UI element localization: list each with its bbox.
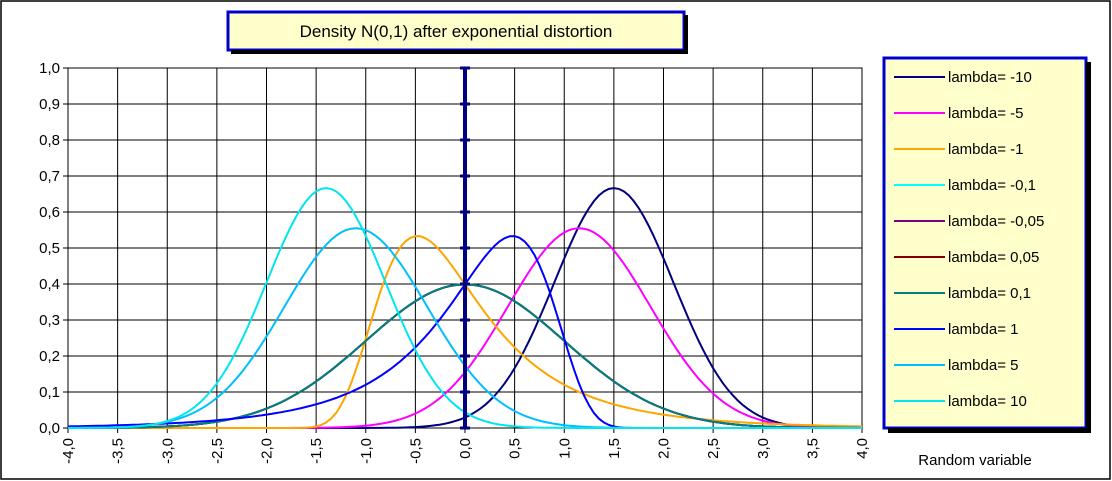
- y-tick-label: 0,5: [39, 240, 60, 257]
- x-tick-label: 0,5: [507, 438, 524, 459]
- x-tick-label: 3,5: [804, 438, 821, 459]
- y-tick-label: 0,4: [39, 276, 60, 293]
- x-tick-label: 1,5: [606, 438, 623, 459]
- x-axis-label: Random variable: [918, 452, 1031, 469]
- x-tick-label: -4,0: [60, 438, 77, 464]
- chart-title: Density N(0,1) after exponential distort…: [300, 22, 613, 41]
- y-tick-label: 0,0: [39, 420, 60, 437]
- y-tick-label: 1,0: [39, 60, 60, 77]
- y-tick-label: 0,6: [39, 204, 60, 221]
- legend-label: lambda= -1: [948, 141, 1023, 158]
- y-tick-label: 0,1: [39, 384, 60, 401]
- x-tick-label: 2,5: [705, 438, 722, 459]
- legend-box: lambda= -10 lambda= -5 lambda= -1 lambda= -…: [882, 56, 1091, 433]
- legend-label: lambda= -0,1: [948, 177, 1036, 194]
- x-tick-label: 1,0: [556, 438, 573, 459]
- y-tick-label: 0,3: [39, 312, 60, 329]
- x-tick-label: -2,0: [259, 438, 276, 464]
- x-tick-label: -1,0: [358, 438, 375, 464]
- legend-label: lambda= -10: [948, 69, 1032, 86]
- legend-label: lambda= 0,05: [948, 249, 1039, 266]
- title-box: Density N(0,1) after exponential distort…: [226, 10, 688, 54]
- x-tick-label: -3,0: [159, 438, 176, 464]
- legend-label: lambda= 1: [948, 321, 1018, 338]
- legend-label: lambda= 5: [948, 357, 1018, 374]
- y-tick-label: 0,2: [39, 348, 60, 365]
- x-tick-label: 0,0: [457, 438, 474, 459]
- x-tick-label: 4,0: [854, 438, 871, 459]
- legend-label: lambda= 10: [948, 393, 1027, 410]
- y-tick-label: 0,9: [39, 96, 60, 113]
- tick-labels: -4,0 -3,5 -3,0 -2,5 -2,0 -1,5 -1,0 -0,5 0,0 0,5 1,…: [39, 60, 871, 464]
- legend-label: lambda= 0,1: [948, 285, 1031, 302]
- x-tick-label: -1,5: [308, 438, 325, 464]
- x-tick-label: 3,0: [755, 438, 772, 459]
- x-tick-label: -2,5: [209, 438, 226, 464]
- zero-axis: [460, 66, 470, 430]
- x-tick-label: -0,5: [407, 438, 424, 464]
- legend-label: lambda= -0,05: [948, 213, 1044, 230]
- x-tick-label: 2,0: [656, 438, 673, 459]
- y-tick-label: 0,7: [39, 168, 60, 185]
- x-tick-label: -3,5: [110, 438, 127, 464]
- legend-label: lambda= -5: [948, 105, 1023, 122]
- y-tick-label: 0,8: [39, 132, 60, 149]
